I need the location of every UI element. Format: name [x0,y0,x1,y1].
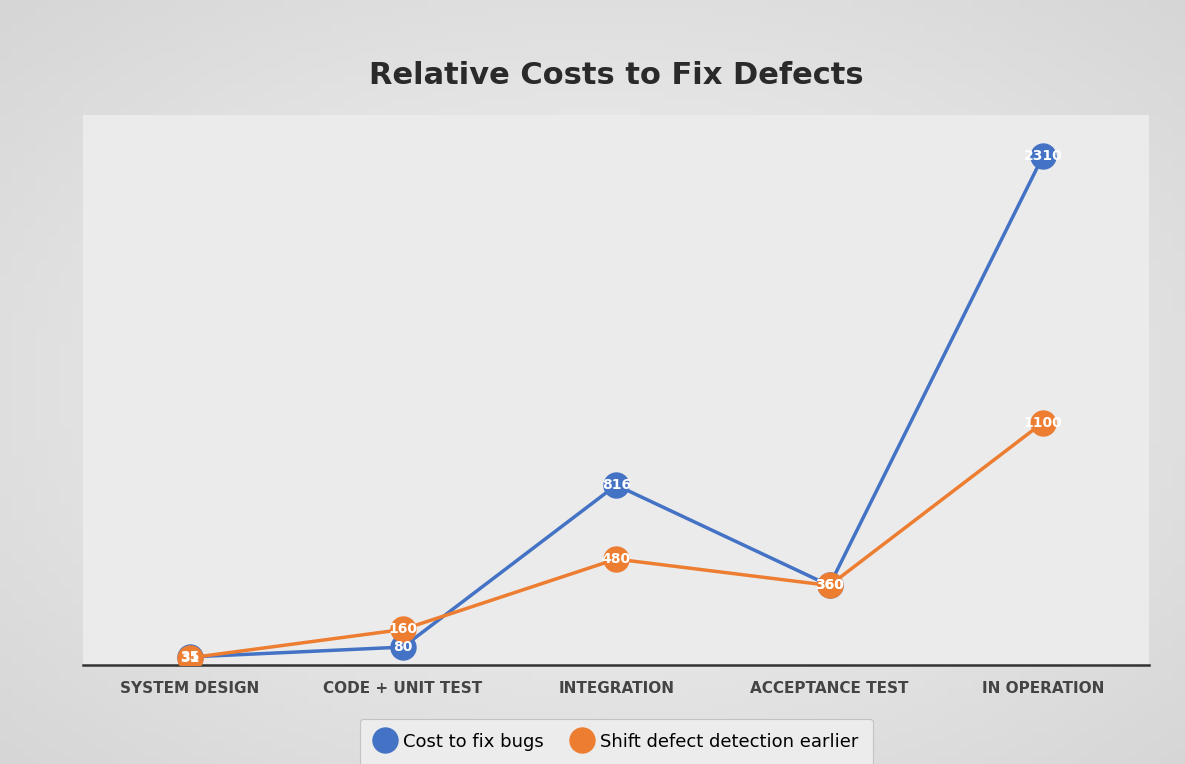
Shift defect detection earlier [609,555,623,564]
Text: 1100: 1100 [1024,416,1062,429]
Text: 360: 360 [815,578,844,592]
Text: 816: 816 [602,478,630,492]
Text: 35: 35 [180,650,199,664]
Text: 31: 31 [180,651,199,665]
Cost to fix bugs [609,481,623,490]
Text: 160: 160 [389,623,417,636]
Title: Relative Costs to Fix Defects: Relative Costs to Fix Defects [369,61,864,90]
Text: 360: 360 [815,578,844,592]
Cost to fix bugs [822,581,837,590]
Line: Shift defect detection earlier: Shift defect detection earlier [177,410,1056,670]
Cost to fix bugs [1036,152,1050,161]
Cost to fix bugs [396,643,410,652]
Text: 2310: 2310 [1024,150,1062,163]
Line: Cost to fix bugs: Cost to fix bugs [177,144,1056,669]
Text: 480: 480 [602,552,630,566]
Cost to fix bugs [182,652,197,662]
Shift defect detection earlier [396,625,410,634]
Shift defect detection earlier [1036,418,1050,427]
Shift defect detection earlier [182,653,197,662]
Text: 80: 80 [393,640,412,654]
Shift defect detection earlier [822,581,837,590]
Legend: Cost to fix bugs, Shift defect detection earlier: Cost to fix bugs, Shift defect detection… [360,718,872,764]
